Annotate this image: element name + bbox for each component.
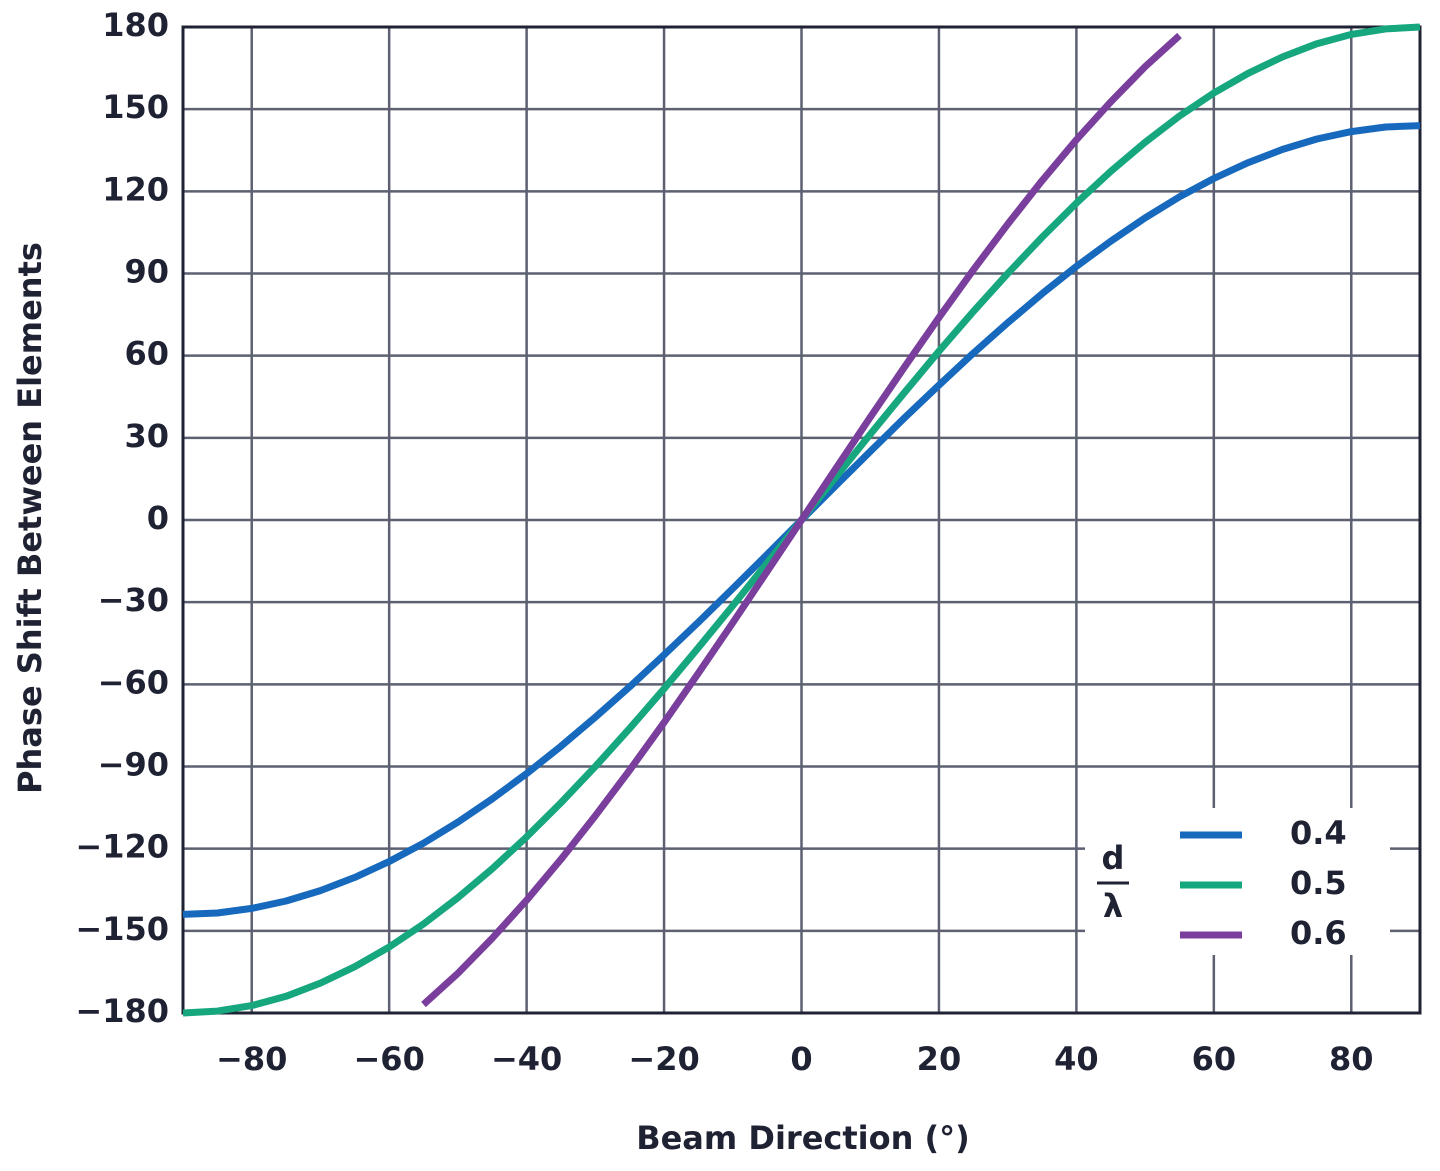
plot-frame: [181, 25, 1422, 1015]
y-tick-label: −180: [75, 992, 169, 1030]
y-tick-label: −60: [98, 663, 169, 701]
y-tick-label: −120: [75, 828, 169, 866]
y-tick-label: −90: [98, 746, 169, 784]
legend-title-numerator: d: [1102, 839, 1125, 877]
legend-label: 0.5: [1290, 864, 1347, 902]
legend-label: 0.4: [1290, 814, 1347, 852]
y-tick-label: 60: [124, 335, 169, 373]
legend-title-denominator: λ: [1103, 887, 1123, 925]
y-axis-label: Phase Shift Between Elements: [11, 242, 49, 794]
y-tick-label: −150: [75, 910, 169, 948]
legend-label: 0.6: [1290, 914, 1347, 952]
y-tick-label: 180: [102, 6, 169, 44]
x-tick-label: 60: [1192, 1040, 1237, 1078]
y-tick-label: 150: [102, 88, 169, 126]
series-line: [421, 32, 1182, 1008]
x-tick-label: −20: [628, 1040, 699, 1078]
y-tick-label: 30: [124, 417, 169, 455]
y-tick-label: −30: [98, 581, 169, 619]
x-tick-label: 20: [917, 1040, 962, 1078]
x-tick-label: −40: [491, 1040, 562, 1078]
x-tick-label: 40: [1054, 1040, 1099, 1078]
x-tick-label: −80: [216, 1040, 287, 1078]
y-tick-label: 90: [124, 253, 169, 291]
x-tick-label: −60: [353, 1040, 424, 1078]
x-tick-label: 0: [790, 1040, 812, 1078]
x-tick-label: 80: [1329, 1040, 1374, 1078]
x-axis-label: Beam Direction (°): [636, 1119, 970, 1157]
y-tick-label: 0: [147, 499, 169, 537]
y-tick-label: 120: [102, 170, 169, 208]
